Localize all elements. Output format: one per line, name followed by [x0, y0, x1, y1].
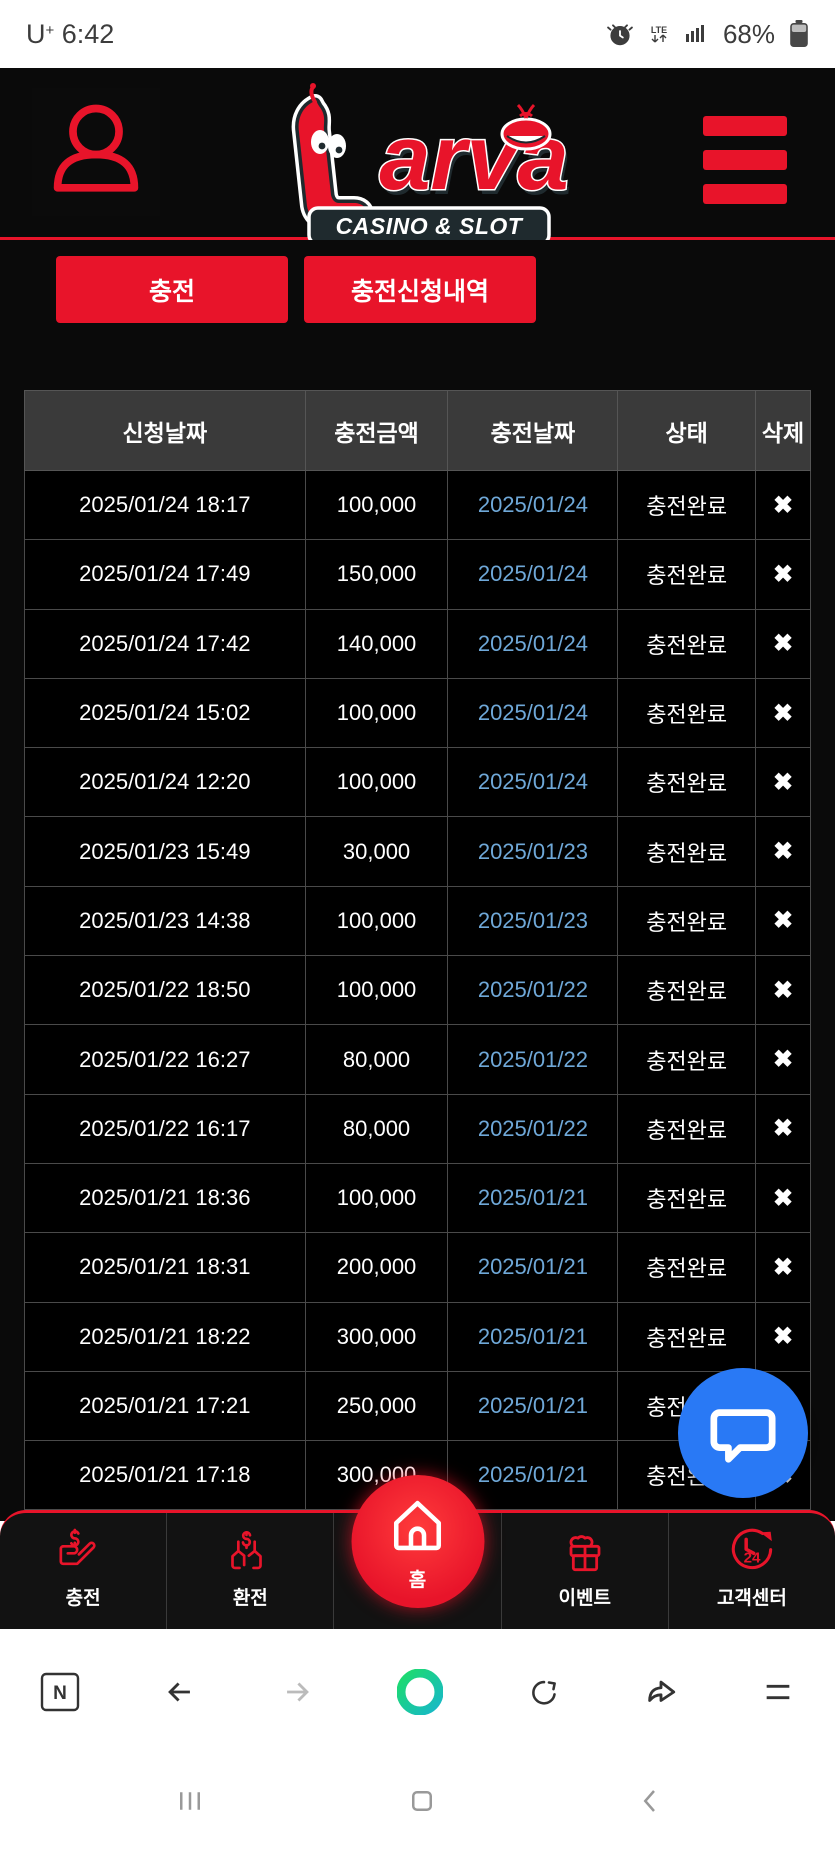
svg-text:CASINO & SLOT: CASINO & SLOT	[336, 213, 524, 239]
svg-text:24: 24	[743, 1550, 760, 1567]
svg-text:LTE: LTE	[651, 25, 667, 35]
svg-text:N: N	[53, 1683, 67, 1704]
